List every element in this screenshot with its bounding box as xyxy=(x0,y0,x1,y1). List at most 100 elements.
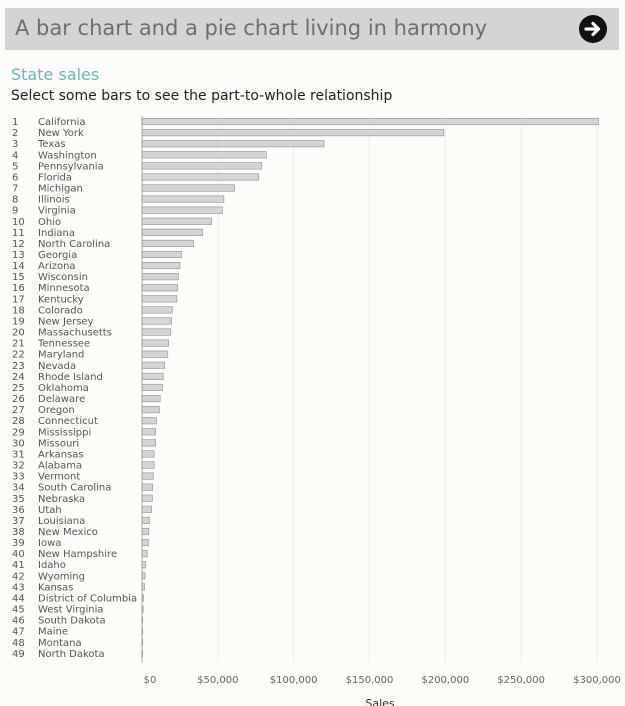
state-label: Rhode Island xyxy=(38,372,103,383)
rank-label: 39 xyxy=(12,538,25,549)
bar[interactable] xyxy=(141,516,150,524)
bar[interactable] xyxy=(141,572,146,580)
state-label: New Mexico xyxy=(38,527,98,538)
rank-label: 17 xyxy=(12,294,25,305)
sheet-title: State sales xyxy=(11,65,100,84)
state-label: Minnesota xyxy=(38,283,90,294)
rank-label: 28 xyxy=(12,416,25,427)
state-label: Montana xyxy=(38,638,82,649)
state-label: Florida xyxy=(38,172,72,183)
bar[interactable] xyxy=(141,217,213,225)
bar[interactable] xyxy=(141,129,445,137)
bar[interactable] xyxy=(141,273,179,281)
bar[interactable] xyxy=(141,317,172,325)
arrow-right-circle-icon xyxy=(584,21,601,37)
rank-label: 41 xyxy=(12,560,25,571)
bar[interactable] xyxy=(141,561,147,569)
rank-label: 33 xyxy=(12,472,25,483)
bar[interactable] xyxy=(141,550,148,558)
bar[interactable] xyxy=(141,361,166,369)
bar[interactable] xyxy=(141,306,173,314)
rank-label: 42 xyxy=(12,571,25,582)
x-tick-label: $200,000 xyxy=(421,675,469,686)
bar[interactable] xyxy=(141,206,223,214)
state-label: Texas xyxy=(37,139,66,150)
state-label: South Carolina xyxy=(38,483,111,494)
state-label: West Virginia xyxy=(38,605,103,616)
bar[interactable] xyxy=(141,472,154,480)
x-axis-title: Sales xyxy=(365,697,395,706)
bar[interactable] xyxy=(141,505,152,513)
bar[interactable] xyxy=(141,417,157,425)
rank-label: 47 xyxy=(12,627,25,638)
bar[interactable] xyxy=(141,383,163,392)
bar[interactable] xyxy=(141,262,181,270)
state-label: Nebraska xyxy=(38,494,85,505)
x-tick-label: $100,000 xyxy=(270,675,318,686)
rank-label: 14 xyxy=(12,261,25,272)
bar[interactable] xyxy=(141,339,169,347)
bar[interactable] xyxy=(141,450,155,458)
state-label: Pennsylvania xyxy=(38,161,104,172)
bar[interactable] xyxy=(141,239,194,247)
bar[interactable] xyxy=(141,439,156,447)
state-label: Nevada xyxy=(38,361,76,372)
state-label: Connecticut xyxy=(38,416,98,427)
state-label: Iowa xyxy=(38,538,61,549)
bar[interactable] xyxy=(141,173,260,181)
rank-label: 36 xyxy=(12,505,25,516)
bar[interactable] xyxy=(141,527,150,536)
rank-label: 27 xyxy=(12,405,25,416)
state-label: Missouri xyxy=(38,438,79,449)
rank-label: 9 xyxy=(12,206,18,217)
rank-label: 19 xyxy=(12,316,25,327)
bar[interactable] xyxy=(141,295,178,303)
bar[interactable] xyxy=(141,539,149,547)
bar[interactable] xyxy=(141,394,161,403)
bar[interactable] xyxy=(141,228,203,236)
bar[interactable] xyxy=(141,284,178,292)
rank-label: 22 xyxy=(12,350,25,361)
bar[interactable] xyxy=(141,461,155,469)
bar[interactable] xyxy=(141,406,160,414)
bar[interactable] xyxy=(141,328,172,336)
state-label: Washington xyxy=(38,150,97,161)
bar[interactable] xyxy=(141,428,156,436)
state-label: New Hampshire xyxy=(38,549,117,560)
state-label: Delaware xyxy=(38,394,85,405)
x-tick-label: $250,000 xyxy=(497,675,545,686)
state-label: Illinois xyxy=(38,195,70,206)
state-label: New York xyxy=(38,128,84,139)
bar[interactable] xyxy=(141,350,169,358)
state-label: District of Columbia xyxy=(38,593,137,604)
state-label: Virginia xyxy=(38,206,76,217)
bar[interactable] xyxy=(141,195,225,203)
bar[interactable] xyxy=(141,151,267,159)
rank-label: 11 xyxy=(12,228,25,239)
rank-label: 24 xyxy=(12,372,25,383)
state-label: Oklahoma xyxy=(38,383,89,394)
bar[interactable] xyxy=(141,483,153,491)
bar[interactable] xyxy=(141,184,235,192)
state-label: Georgia xyxy=(38,250,77,261)
x-tick-label: $300,000 xyxy=(573,675,621,686)
rank-label: 8 xyxy=(12,195,18,206)
bar[interactable] xyxy=(141,162,263,170)
state-label: Vermont xyxy=(38,472,80,483)
state-label: Wisconsin xyxy=(38,272,88,283)
state-label: Ohio xyxy=(38,217,61,228)
state-label: Tennessee xyxy=(37,339,90,350)
next-button[interactable] xyxy=(579,15,607,43)
x-tick-label: $150,000 xyxy=(346,675,394,686)
rank-label: 44 xyxy=(12,593,25,604)
bar[interactable] xyxy=(141,250,182,259)
state-label: Kansas xyxy=(38,582,73,593)
rank-label: 21 xyxy=(12,339,25,350)
rank-label: 5 xyxy=(12,161,18,172)
bar[interactable] xyxy=(141,117,599,126)
state-label: New Jersey xyxy=(38,316,94,327)
bar[interactable] xyxy=(141,372,164,380)
rank-label: 48 xyxy=(12,638,25,649)
bar[interactable] xyxy=(141,140,325,148)
bar[interactable] xyxy=(141,494,153,502)
